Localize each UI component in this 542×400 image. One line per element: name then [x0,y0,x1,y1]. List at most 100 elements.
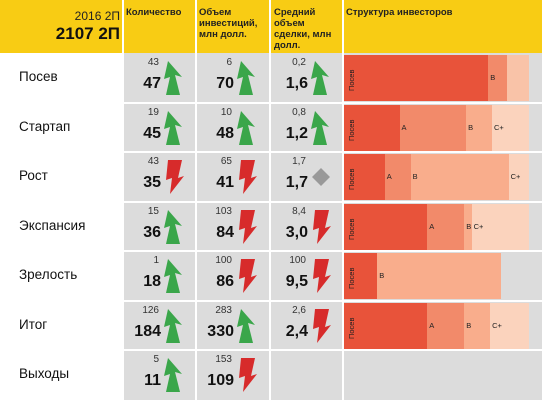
trend-up-icon [237,110,255,145]
structure-segment [488,55,507,101]
investment-current-value: 84 [216,223,234,241]
count-previous-value: 1 [153,255,159,266]
structure-segment-label: Посев [347,119,356,141]
count-current-value: 36 [143,223,161,241]
investment-previous-value: 100 [215,255,232,266]
header-count: Количество [126,7,182,18]
structure-segment [384,154,411,200]
count-current-value: 11 [144,372,161,389]
header-average-deal: Средний объем сделки, млн долл. [274,7,332,51]
average-deal-current-value: 3,0 [285,223,308,241]
structure-segment-label: С+ [473,221,484,231]
structure-segment-label: Посев [347,168,356,190]
trend-flat-icon [312,168,330,186]
average-deal-previous-value: 8,4 [292,205,306,217]
row-divider [0,200,542,203]
stage-label: Зрелость [19,267,78,282]
structure-segment-label: С+ [492,320,502,330]
structure-segment [464,302,491,349]
investment-previous-value: 103 [215,205,232,217]
average-deal-previous-value: 100 [289,255,306,266]
stage-label: Стартап [19,118,71,134]
count-current-value: 18 [143,273,161,290]
structure-segment-label: Посев [347,317,356,339]
trend-up-icon [164,61,182,95]
structure-segment-label: В [412,172,418,181]
trend-down-icon [313,308,331,343]
trend-up-icon [237,61,255,95]
structure-segment [508,154,529,200]
trend-up-icon [311,61,329,95]
investment-previous-value: 6 [226,57,232,68]
trend-up-icon [164,209,182,244]
stage-label: Выходы [19,366,70,381]
average-deal-previous-value: 2,6 [292,304,306,316]
period-previous: 2016 2П [74,9,120,23]
structure-segment [344,104,400,151]
investment-current-value: 86 [216,273,234,290]
trend-down-icon [313,259,331,293]
deal-column-bg [270,53,343,400]
structure-segment [506,55,529,101]
investor-structure-bar [344,154,529,200]
count-previous-value: 43 [147,57,159,68]
trend-down-icon [239,358,257,392]
trend-up-icon [164,110,182,145]
count-current-value: 35 [143,174,161,191]
structure-segment [399,104,467,151]
average-deal-previous-value: 1,7 [292,156,306,167]
investment-previous-value: 65 [220,156,232,167]
structure-segment-label: А [429,320,435,330]
structure-segment-label: А [429,221,435,231]
average-deal-current-value: 2,4 [285,322,308,340]
count-previous-value: 15 [147,205,159,217]
structure-segment [501,253,529,299]
stage-label: Рост [19,168,48,183]
average-deal-current-value: 1,6 [285,75,308,92]
investment-previous-value: 153 [215,354,232,365]
structure-segment [377,253,502,299]
period-current: 2107 2П [55,24,120,43]
structure-segment-label: Посев [347,69,356,91]
average-deal-current-value: 9,5 [285,273,308,290]
header-investment: Объем инвестиций, млн долл. [199,7,258,40]
structure-segment [492,104,529,151]
trend-up-icon [237,308,255,343]
count-previous-value: 5 [153,354,159,365]
column-divider [269,0,271,400]
row-divider [0,250,542,252]
investment-current-value: 70 [216,75,234,92]
structure-segment [464,203,472,250]
trend-down-icon [313,209,331,244]
investment-previous-value: 10 [220,106,232,118]
header-investor-structure: Структура инвесторов [346,7,453,18]
table-header [0,0,542,53]
trend-up-icon [164,308,182,343]
structure-segment [490,302,529,349]
structure-segment [344,302,428,349]
investment-column-bg [196,53,270,400]
structure-segment-label: С+ [510,172,521,181]
structure-segment-label: Посев [347,267,356,289]
count-previous-value: 43 [147,156,159,167]
structure-segment-label: Посев [347,218,356,240]
investment-current-value: 109 [207,372,234,389]
count-previous-value: 126 [142,304,159,316]
investor-structure-bar [344,55,529,101]
investor-structure-bar [344,203,529,250]
structure-segment [471,203,529,250]
trend-up-icon [164,259,182,293]
row-divider [0,299,542,302]
investor-structure-bar [344,253,529,299]
structure-segment-label: В [468,122,474,132]
structure-segment-label: С+ [494,122,504,132]
average-deal-current-value: 1,7 [285,174,308,191]
structure-segment-label: В [466,221,472,231]
investment-previous-value: 283 [215,304,232,316]
average-deal-previous-value: 0,8 [292,106,306,118]
structure-segment [344,253,378,299]
count-previous-value: 19 [147,106,159,118]
trend-up-icon [311,110,329,145]
structure-segment [427,203,465,250]
column-divider [122,0,124,400]
